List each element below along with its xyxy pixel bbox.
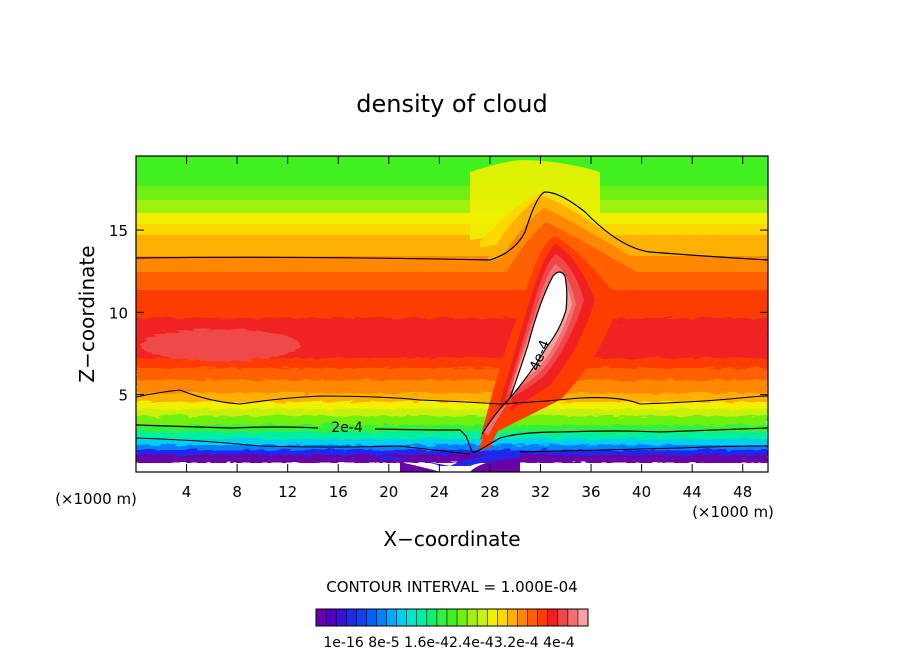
x-unit-left: (×1000 m) (55, 490, 137, 508)
plume-core-white (510, 272, 567, 398)
band-green (136, 186, 768, 200)
x-tick-label: 44 (683, 483, 702, 501)
crimson-blob-left (140, 329, 300, 361)
colorbar-swatch (467, 609, 478, 626)
colorbar-swatch (477, 609, 488, 626)
band-bottom-white (136, 463, 768, 472)
y-axis-label: Z−coordinate (75, 245, 99, 382)
band-lower-green2 (136, 425, 768, 433)
colorbar-swatch (356, 609, 367, 626)
band-yellow (136, 213, 768, 225)
colorbar-frame (315, 608, 589, 627)
x-ticks: 4 8 12 16 20 24 28 32 36 40 44 48 (182, 156, 752, 501)
colorbar-swatch (316, 609, 327, 626)
x-tick-label: 8 (232, 483, 242, 501)
x-tick-label: 4 (182, 483, 192, 501)
contour-interval-text: CONTOUR INTERVAL = 1.000E-04 (326, 578, 577, 596)
band-lower-yellow (136, 402, 768, 410)
colorbar-swatch (446, 609, 458, 626)
colorbar-swatch (497, 609, 508, 626)
band-lower-ygreen (136, 409, 768, 417)
colorbar-swatch (577, 609, 589, 626)
x-axis-label: X−coordinate (383, 527, 520, 551)
colorbar-swatch (396, 609, 407, 626)
colorbar-swatch (436, 609, 448, 626)
band-top-green (136, 156, 768, 188)
y-tick-label: 5 (118, 387, 128, 405)
colorbar-swatch (487, 609, 498, 626)
colorbar (316, 609, 589, 626)
band-yellow-green (136, 200, 768, 214)
colorbar-swatch (507, 609, 518, 626)
crimson-blob-right (570, 322, 750, 358)
colorbar-tick-labels: 1e-16 8e-5 1.6e-42.4e-43.2e-4 4e-4 (323, 635, 574, 651)
x-tick-label: 48 (733, 483, 752, 501)
band-lower-teal (136, 432, 768, 440)
x-tick-label: 32 (531, 483, 550, 501)
dip-blue (380, 450, 520, 466)
contour-near-ground (136, 437, 768, 455)
y-tick-label: 15 (109, 222, 128, 240)
band-gold (136, 224, 768, 236)
x-unit-right: (×1000 m) (692, 503, 774, 521)
band-lower-blue (136, 450, 768, 456)
colorbar-swatch (547, 609, 559, 626)
colorbar-swatch (537, 609, 549, 626)
x-tick-label: 28 (480, 483, 499, 501)
colorbar-swatch (457, 609, 468, 626)
colorbar-swatch (557, 609, 569, 626)
band-lower-cyan (136, 439, 768, 446)
colorbar-swatch (426, 609, 438, 626)
contour-2e-4 (136, 424, 768, 453)
y-tick-label: 10 (109, 304, 128, 322)
contour-4e-4 (509, 271, 568, 399)
colorbar-swatch (346, 609, 357, 626)
stem-pink (484, 402, 506, 436)
colorbar-swatch (416, 609, 428, 626)
colorbar-swatch (527, 609, 538, 626)
colorbar-swatch (517, 609, 528, 626)
y-ticks: 5 10 15 (109, 222, 768, 405)
contour-lower (136, 389, 768, 405)
band-lower-sky (136, 445, 768, 451)
colorbar-swatch (406, 609, 418, 626)
x-tick-label: 20 (379, 483, 398, 501)
colorbar-swatch (366, 609, 377, 626)
chart-title: density of cloud (356, 90, 547, 118)
x-tick-label: 40 (632, 483, 651, 501)
plot-frame (135, 155, 769, 473)
colorbar-swatch (376, 609, 387, 626)
colorbar-swatch (336, 609, 347, 626)
colorbar-swatch (567, 609, 579, 626)
x-tick-label: 36 (581, 483, 600, 501)
contour-upper (136, 191, 768, 261)
x-tick-label: 24 (430, 483, 449, 501)
contour-stem (481, 397, 511, 435)
band-lower-orange2 (136, 380, 768, 394)
colorbar-swatch (386, 609, 397, 626)
contour-label-2e-4: 2e-4 (331, 420, 363, 436)
x-tick-label: 16 (329, 483, 348, 501)
colorbar-swatch (326, 609, 337, 626)
band-lower-gold (136, 393, 768, 403)
x-tick-label: 12 (278, 483, 297, 501)
band-lower-purple (136, 455, 768, 463)
band-lower-orange (136, 368, 768, 382)
plot-area: 2e-4 4e-4 (136, 156, 768, 472)
band-orange3 (136, 272, 768, 292)
band-lower-green (136, 416, 768, 426)
